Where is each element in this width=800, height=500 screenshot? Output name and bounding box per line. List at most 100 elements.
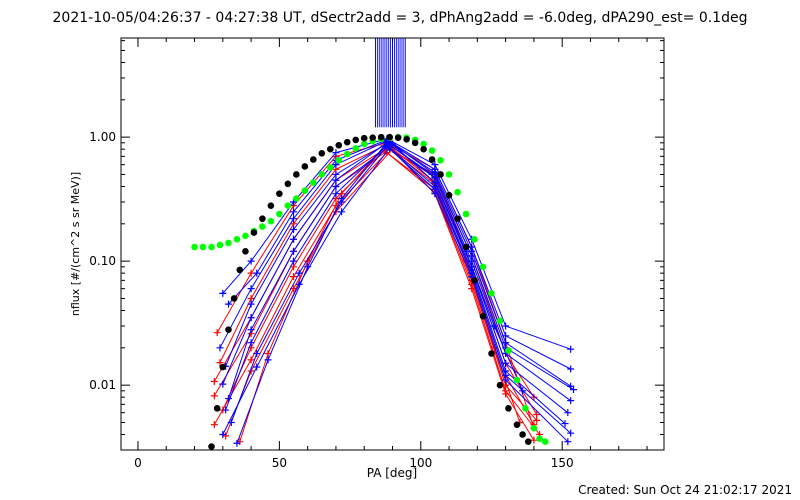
plus-marker — [332, 182, 340, 190]
plus-marker — [290, 247, 298, 255]
data-dot — [428, 156, 436, 163]
data-dot — [479, 263, 487, 271]
data-dot — [293, 195, 300, 202]
plus-marker — [338, 208, 346, 216]
series-blue — [219, 144, 572, 446]
data-dot — [454, 188, 461, 196]
data-dot — [267, 202, 275, 209]
plus-marker — [332, 190, 340, 198]
data-dot — [301, 187, 309, 194]
plus-marker — [224, 300, 232, 308]
data-dot — [259, 215, 266, 222]
data-dot — [343, 150, 351, 158]
data-dot — [242, 232, 249, 240]
plus-marker — [290, 225, 298, 233]
x-tick-label: 150 — [551, 456, 574, 470]
data-dot — [530, 424, 538, 432]
data-dot — [541, 438, 549, 445]
data-dot — [276, 190, 283, 197]
plus-marker — [383, 139, 391, 147]
plus-marker — [530, 436, 538, 444]
y-tick-label: 1.00 — [89, 130, 116, 144]
series-red — [210, 145, 538, 429]
plus-marker — [290, 235, 298, 243]
data-dot — [519, 431, 526, 438]
data-dot — [219, 363, 227, 371]
data-dot — [360, 140, 368, 148]
plus-marker — [253, 363, 261, 371]
plus-marker — [233, 439, 241, 447]
plus-marker — [247, 257, 255, 265]
data-dot — [471, 277, 478, 284]
plus-marker — [216, 359, 224, 367]
data-dot — [335, 157, 343, 164]
series-red — [219, 147, 541, 424]
data-dot — [411, 139, 419, 147]
data-dot — [488, 350, 495, 357]
plus-marker — [564, 409, 572, 417]
plus-marker — [332, 176, 340, 184]
data-dot — [213, 405, 221, 412]
data-dot — [267, 217, 275, 225]
data-dot — [524, 438, 532, 445]
plus-marker — [290, 215, 298, 223]
plus-marker — [219, 431, 227, 439]
plus-marker — [247, 339, 255, 347]
plus-marker — [210, 378, 218, 386]
data-dot — [437, 157, 444, 164]
data-dot — [326, 164, 334, 171]
data-dot — [479, 312, 487, 320]
data-dot — [360, 134, 368, 142]
x-tick-label: 0 — [134, 456, 142, 470]
plus-marker — [304, 263, 312, 271]
data-dot — [310, 156, 317, 163]
data-dot — [259, 223, 266, 230]
plus-marker — [386, 144, 394, 152]
y-tick-label: 0.10 — [89, 254, 116, 268]
plus-marker — [247, 285, 255, 293]
data-dot — [233, 236, 241, 243]
data-dot — [403, 136, 410, 143]
series-black — [208, 133, 532, 450]
data-dot — [318, 150, 326, 157]
chart-title: 2021-10-05/04:26:37 - 04:27:38 UT, dSect… — [53, 10, 748, 26]
data-dot — [377, 133, 385, 141]
plus-marker — [567, 365, 575, 373]
data-dot — [293, 171, 300, 178]
data-dot — [428, 147, 436, 154]
data-dot — [236, 266, 244, 274]
data-dot — [394, 134, 402, 141]
data-dot — [250, 229, 258, 236]
plus-marker — [216, 344, 224, 352]
plus-marker — [264, 356, 272, 364]
data-dot — [301, 163, 309, 170]
data-dot — [420, 145, 427, 153]
series-blue — [233, 139, 527, 447]
plus-marker — [567, 397, 575, 405]
plus-marker — [561, 420, 569, 428]
plus-marker — [338, 194, 346, 202]
plus-marker — [567, 345, 575, 353]
data-dot — [471, 236, 478, 243]
data-dot — [208, 243, 215, 251]
series-line — [230, 145, 572, 434]
data-dot — [454, 215, 461, 222]
data-dot — [462, 243, 470, 251]
plus-marker — [428, 170, 436, 178]
plus-marker — [502, 376, 510, 384]
x-axis: 0 50 100 150 — [134, 38, 648, 470]
series-layer — [191, 38, 577, 450]
data-dot — [437, 171, 444, 178]
plus-marker — [502, 390, 510, 398]
y-axis: 0.01 0.10 1.00 — [89, 40, 664, 451]
plus-marker — [290, 208, 298, 216]
series-red — [216, 142, 538, 401]
series-blue — [219, 139, 575, 405]
plus-marker — [533, 410, 541, 418]
plus-marker — [567, 429, 575, 437]
data-dot — [352, 136, 360, 144]
data-dot — [276, 210, 283, 218]
plus-marker — [247, 300, 255, 308]
plus-marker — [533, 416, 541, 424]
